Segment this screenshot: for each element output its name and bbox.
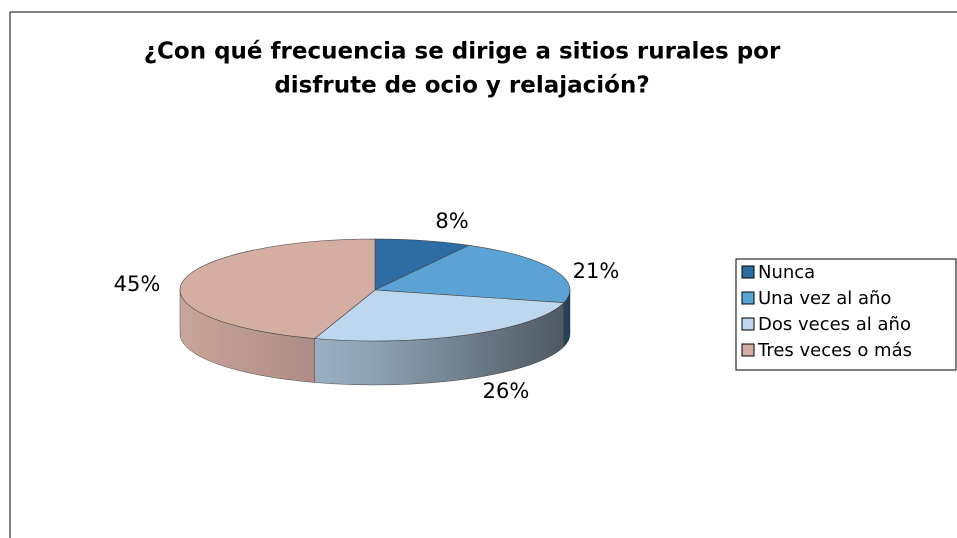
legend-label: Nunca [758,262,815,283]
data-label: 45% [114,272,161,296]
legend-box [735,258,957,371]
legend-swatch [741,265,755,279]
legend-swatch [741,291,755,305]
pie-slice [374,238,470,291]
legend-label: Tres veces o más [757,340,912,361]
data-label: 8% [435,209,468,233]
legend-swatch [741,343,755,357]
slice-side-shade [563,290,571,347]
pie-slice [373,244,571,303]
slice-side-shade [314,302,564,386]
legend-swatch [741,317,755,331]
chart-title: disfrute de ocio y relajación? [274,73,649,99]
legend-label: Dos veces al año [758,314,911,335]
slice-side-shade [180,290,315,383]
data-label: 26% [483,379,530,403]
legend-label: Una vez al año [758,288,891,309]
chart-title: ¿Con qué frecuencia se dirige a sitios r… [144,39,781,65]
pie-slice [179,238,376,339]
pie-slice [313,289,565,342]
data-label: 21% [573,259,620,283]
